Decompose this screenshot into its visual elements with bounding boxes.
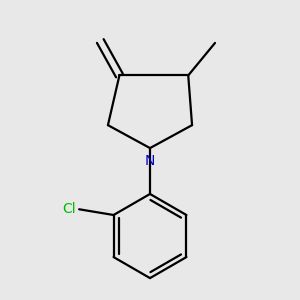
Text: Cl: Cl [62, 202, 76, 216]
Text: N: N [145, 154, 155, 168]
